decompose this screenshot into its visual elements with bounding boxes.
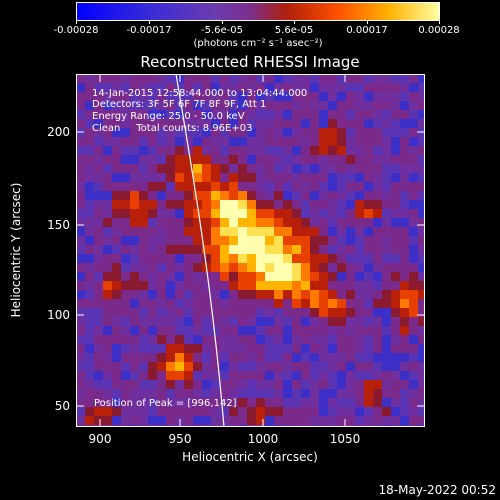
colorbar-tick: [367, 20, 368, 24]
colorbar-tick: [294, 20, 295, 24]
y-tick-label: 200: [47, 125, 70, 139]
x-axis-ticks: [99, 74, 346, 427]
peak-position-label: Position of Peak = [996,142]: [94, 398, 237, 409]
colorbar-units: (photons cm⁻² s⁻¹ asec⁻²): [193, 38, 323, 49]
detectors-label: Detectors: 3F 5F 6F 7F 8F 9F, Att 1: [92, 99, 267, 110]
energy-range-label: Energy Range: 25.0 - 50.0 keV: [92, 111, 245, 122]
x-tick-label: 1000: [247, 432, 279, 446]
colorbar-tick: [149, 20, 150, 24]
colorbar: [76, 2, 440, 21]
y-axis-label: Heliocentric Y (arcsec): [9, 182, 23, 318]
footer-timestamp: 18-May-2022 00:52: [378, 483, 496, 497]
colorbar-label: 0.00017: [346, 25, 388, 36]
colorbar-label: -0.00028: [53, 25, 99, 36]
time-range-label: 14-Jan-2015 12:58:44.000 to 13:04:44.000: [92, 88, 308, 99]
image-title: Reconstructed RHESSI Image: [140, 53, 360, 71]
y-tick-label: 50: [54, 399, 70, 413]
x-axis-label: Heliocentric X (arcsec): [182, 450, 318, 464]
y-tick-label: 100: [47, 308, 70, 322]
colorbar-label: -0.00017: [126, 25, 172, 36]
y-axis-ticks: [76, 131, 425, 407]
solar-limb-line: [175, 74, 225, 427]
colorbar-tick: [222, 20, 223, 24]
colorbar-label: 0.00028: [418, 25, 460, 36]
x-tick-label: 1050: [329, 432, 361, 446]
y-tick-label: 150: [47, 218, 70, 232]
colorbar-label: 5.6e-05: [274, 25, 314, 36]
x-tick-label: 900: [88, 432, 112, 446]
colorbar-tick: [439, 20, 440, 24]
x-tick-label: 950: [168, 432, 192, 446]
method-counts-label: Clean Total counts: 8.96E+03: [92, 123, 253, 134]
colorbar-tick: [76, 20, 77, 24]
colorbar-label: -5.6e-05: [201, 25, 243, 36]
plot-frame: [76, 74, 425, 427]
rhessi-image: [76, 74, 425, 427]
image-pixels: [76, 74, 425, 427]
